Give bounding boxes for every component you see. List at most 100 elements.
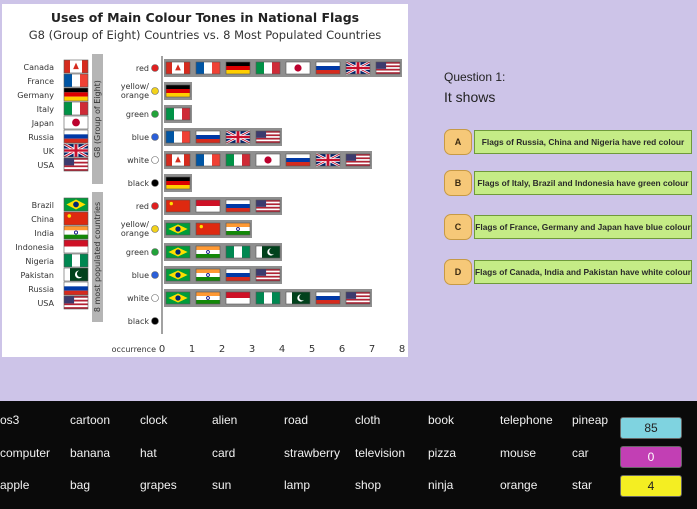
country-label: UK: [43, 147, 55, 156]
word-clock[interactable]: clock: [140, 413, 168, 427]
country-flag-china: [63, 211, 89, 226]
group-label: 8 most populated countries: [93, 202, 102, 312]
bar-flag-uk: [315, 152, 341, 168]
option-a-letter[interactable]: A: [444, 129, 472, 155]
country-flag-brazil: [63, 197, 89, 212]
colour-label: black: [128, 179, 150, 188]
bar-flag-germany: [165, 176, 191, 190]
word-ninja[interactable]: ninja: [428, 478, 454, 492]
word-computer[interactable]: computer: [0, 446, 51, 460]
option-b[interactable]: B Flags of Italy, Brazil and Indonesia h…: [444, 170, 692, 196]
x-tick-label: 8: [399, 344, 405, 355]
word-os3[interactable]: os3: [0, 413, 20, 427]
word-bar: os3 cartoon clock alien road cloth book telepho…: [0, 401, 697, 509]
country-flag-japan: [63, 115, 89, 130]
x-tick-label: 3: [249, 344, 255, 355]
colour-label: blue: [132, 271, 149, 280]
option-a-text[interactable]: Flags of Russia, China and Nigeria have …: [474, 130, 692, 154]
option-b-letter[interactable]: B: [444, 170, 472, 196]
x-tick-label: 4: [279, 344, 285, 355]
bar-flag-germany: [225, 61, 251, 75]
colour-label: black: [128, 317, 150, 326]
bar-flag-brazil: [165, 268, 191, 282]
bar-flag-canada: [165, 153, 191, 167]
score-counter-cyan: 85: [620, 417, 682, 439]
word-shop[interactable]: shop: [355, 478, 382, 492]
bar-flag-usa: [375, 61, 401, 75]
word-telephone[interactable]: telephone: [500, 413, 553, 427]
colour-label: yellow/orange: [121, 220, 150, 238]
word-car[interactable]: car: [572, 446, 589, 460]
occurrence-bar: [164, 59, 402, 77]
country-label: Canada: [24, 63, 55, 72]
word-strawberry[interactable]: strawberry: [284, 446, 341, 460]
word-television[interactable]: television: [355, 446, 406, 460]
country-flag-russia: [63, 129, 89, 144]
country-label: USA: [37, 299, 54, 308]
word-apple[interactable]: apple: [0, 478, 30, 492]
option-c[interactable]: C Flags of France, Germany and Japan hav…: [444, 214, 692, 240]
word-star[interactable]: star: [572, 478, 593, 492]
chart-subtitle: G8 (Group of Eight) Countries vs. 8 Most…: [28, 28, 382, 42]
word-banana[interactable]: banana: [70, 446, 111, 460]
option-c-letter[interactable]: C: [444, 214, 472, 240]
score-counter-magenta: 0: [620, 446, 682, 468]
option-c-text[interactable]: Flags of France, Germany and Japan have …: [474, 215, 692, 239]
country-label: Japan: [31, 119, 54, 128]
word-pizza[interactable]: pizza: [428, 446, 457, 460]
country-label: Russia: [28, 133, 54, 142]
word-lamp[interactable]: lamp: [284, 478, 311, 492]
word-orange[interactable]: orange: [500, 478, 538, 492]
bar-flag-pakistan: [255, 245, 281, 259]
bar-flag-brazil: [165, 291, 191, 305]
bar-flag-canada: [165, 61, 191, 75]
word-cartoon[interactable]: cartoon: [70, 413, 111, 427]
colour-label: red: [136, 64, 149, 73]
occurrence-bar: [164, 197, 282, 215]
country-flag-nigeria: [63, 253, 89, 268]
word-sun[interactable]: sun: [212, 478, 232, 492]
country-label: Pakistan: [21, 271, 55, 280]
bar-flag-germany: [165, 84, 191, 98]
bar-flag-brazil: [165, 245, 191, 259]
bar-flag-italy: [225, 153, 251, 167]
word-bag[interactable]: bag: [70, 478, 91, 492]
bar-flag-nigeria: [255, 291, 281, 305]
colour-label: white: [127, 156, 149, 165]
bar-flag-china: [165, 199, 191, 213]
x-tick-label: 1: [189, 344, 195, 355]
word-pineap[interactable]: pineap: [572, 413, 609, 427]
word-mouse[interactable]: mouse: [500, 446, 537, 460]
bar-flag-russia: [315, 61, 341, 75]
option-d-text[interactable]: Flags of Canada, India and Pakistan have…: [474, 260, 692, 284]
word-card[interactable]: card: [212, 446, 236, 460]
group-band: [92, 54, 103, 184]
word-hat[interactable]: hat: [140, 446, 157, 460]
bar-flag-uk: [345, 60, 371, 76]
x-tick-label: 5: [309, 344, 315, 355]
colour-dot: [151, 225, 159, 233]
option-d-letter[interactable]: D: [444, 259, 472, 285]
word-cloth[interactable]: cloth: [355, 413, 381, 427]
x-tick-label: 7: [369, 344, 375, 355]
colour-label: yellow/orange: [121, 82, 150, 100]
word-book[interactable]: book: [428, 413, 455, 427]
word-alien[interactable]: alien: [212, 413, 238, 427]
word-road[interactable]: road: [284, 413, 309, 427]
option-a[interactable]: A Flags of Russia, China and Nigeria hav…: [444, 129, 692, 155]
option-b-text[interactable]: Flags of Italy, Brazil and Indonesia hav…: [474, 171, 692, 195]
word-grapes[interactable]: grapes: [140, 478, 177, 492]
bar-flag-pakistan: [285, 291, 311, 305]
colour-label: blue: [132, 133, 149, 142]
colour-dot: [151, 248, 159, 256]
country-label: India: [34, 229, 54, 238]
bar-flag-india: [225, 222, 251, 236]
bar-flag-uk: [225, 129, 251, 145]
bar-flag-russia: [315, 291, 341, 305]
colour-dot: [151, 87, 159, 95]
country-label: USA: [37, 161, 54, 170]
colour-dot: [151, 110, 159, 118]
country-flag-france: [63, 73, 89, 88]
bar-flag-japan: [255, 153, 281, 167]
option-d[interactable]: D Flags of Canada, India and Pakistan ha…: [444, 259, 692, 285]
